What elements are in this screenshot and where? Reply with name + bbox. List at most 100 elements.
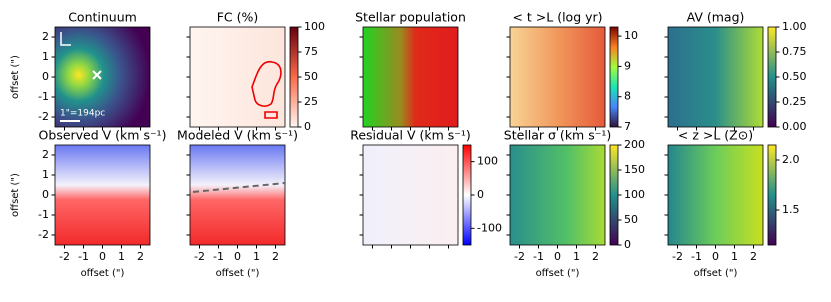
colorbar <box>767 26 777 128</box>
x-tick-label: 2 <box>750 250 757 263</box>
colorbar-tick-label: 150 <box>624 163 645 176</box>
x-tick-label: 0 <box>712 250 719 263</box>
colorbar-tick-label: 100 <box>304 20 325 33</box>
x-tick-label: -1 <box>78 250 89 263</box>
colorbar-tick-label: 8 <box>624 90 631 103</box>
y-tick-label: 0 <box>42 70 49 83</box>
panel: Stellar population <box>355 10 466 131</box>
x-tick-label: 1 <box>118 250 125 263</box>
x-tick-label: -2 <box>194 250 205 263</box>
y-axis-label: offset (") <box>10 173 21 217</box>
colorbar-tick-label: 75 <box>304 45 318 58</box>
x-tick-label: 0 <box>99 250 106 263</box>
panel-title: Modeled V (km s⁻¹) <box>177 128 298 143</box>
panel: Continuum -2 -1 0 1 2 offset (") 1"=194pc <box>10 10 151 131</box>
y-tick-label: 1 <box>42 50 49 63</box>
colorbar-tick-label: 100 <box>624 188 645 201</box>
colorbar-tick-label: 0.50 <box>782 70 807 83</box>
colorbar-tick-label: 0 <box>477 188 484 201</box>
colorbar <box>767 144 777 246</box>
colorbar-tick-label: 1.5 <box>782 203 800 216</box>
kinematic-axis <box>192 182 286 193</box>
y-tick-label: 2 <box>42 148 49 161</box>
colorbar-tick-label: 7 <box>624 120 631 133</box>
y-tick-label: 0 <box>42 188 49 201</box>
compass <box>60 32 71 46</box>
y-tick-label: -1 <box>38 208 49 221</box>
colorbar <box>609 26 619 128</box>
colorbar <box>289 26 299 128</box>
colorbar-tick-label: 1.00 <box>782 20 807 33</box>
y-tick-label: 2 <box>42 30 49 43</box>
image <box>510 27 605 127</box>
x-tick-label: -1 <box>691 250 702 263</box>
panel-title: < z >L (Z⊙) <box>678 128 753 143</box>
panel-title: Stellar population <box>355 10 466 25</box>
panel: Modeled V (km s⁻¹) -2 -1 0 1 2 offset (") <box>177 128 298 280</box>
colorbar-tick-label: 0.00 <box>782 120 807 133</box>
panel-title: AV (mag) <box>687 10 745 25</box>
x-tick-label: 1 <box>253 250 260 263</box>
x-tick-label: -2 <box>59 250 70 263</box>
y-axis-label: offset (") <box>10 55 21 99</box>
panel: FC (%) 0 25 50 75 100 <box>186 10 325 133</box>
y-tick-label: -2 <box>38 110 49 123</box>
image <box>363 145 458 245</box>
x-tick-label: -1 <box>213 250 224 263</box>
image <box>668 145 763 245</box>
x-tick-label: -2 <box>514 250 525 263</box>
x-tick-label: 2 <box>592 250 599 263</box>
image <box>363 27 458 127</box>
panel: < t >L (log yr) 7 8 9 10 <box>506 10 638 133</box>
panel-title: Residual V (km s⁻¹) <box>350 128 471 143</box>
colorbar-tick-label: 0.25 <box>782 95 807 108</box>
x-tick-label: 0 <box>234 250 241 263</box>
colorbar-tick-label: 0 <box>624 238 631 251</box>
colorbar-tick-label: 50 <box>624 213 638 226</box>
colorbar-tick-label: -100 <box>477 221 502 234</box>
panel-title: Stellar σ (km s⁻¹) <box>504 128 611 143</box>
annotation: 1"=194pc <box>60 109 105 119</box>
colorbar-tick-label: 0 <box>304 120 311 133</box>
colorbar <box>609 144 619 246</box>
x-axis-label: offset (") <box>216 268 260 279</box>
x-tick-label: 2 <box>272 250 279 263</box>
x-tick-label: 2 <box>137 250 144 263</box>
image <box>190 145 285 245</box>
colorbar-tick-label: 25 <box>304 95 318 108</box>
x-tick-label: -1 <box>533 250 544 263</box>
colorbar-tick-label: 2.0 <box>782 153 800 166</box>
panel-title: Observed V (km s⁻¹) <box>39 128 167 143</box>
x-axis-label: offset (") <box>81 268 125 279</box>
image <box>510 145 605 245</box>
image <box>55 27 150 127</box>
colorbar-tick-label: 9 <box>624 59 631 72</box>
y-tick-label: 1 <box>42 168 49 181</box>
colorbar-tick-label: 200 <box>624 138 645 151</box>
image <box>190 27 285 127</box>
panel: AV (mag) 0.00 0.25 0.50 0.75 1.00 <box>664 10 807 133</box>
colorbar-tick-label: 100 <box>477 155 498 168</box>
x-axis-label: offset (") <box>694 268 738 279</box>
x-tick-label: 0 <box>554 250 561 263</box>
image <box>668 27 763 127</box>
fc-contour <box>251 61 282 119</box>
image <box>55 145 150 245</box>
colorbar-tick-label: 0.75 <box>782 45 807 58</box>
x-axis-label: offset (") <box>536 268 580 279</box>
x-tick-label: 1 <box>573 250 580 263</box>
panel-title: < t >L (log yr) <box>512 10 602 25</box>
panel-title: FC (%) <box>217 10 259 25</box>
x-tick-label: 1 <box>731 250 738 263</box>
colorbar-tick-label: 50 <box>304 70 318 83</box>
panel-title: Continuum <box>68 10 137 25</box>
y-tick-label: -1 <box>38 90 49 103</box>
center-marker <box>92 70 102 80</box>
x-tick-label: -2 <box>672 250 683 263</box>
panel: Observed V (km s⁻¹)-2 -1 0 1 2-2-1012offset … <box>10 128 166 280</box>
panel: Residual V (km s⁻¹) -100 0 100 <box>350 128 502 249</box>
colorbar <box>462 144 472 246</box>
panel: < z >L (Z⊙) -2 -1 0 1 2 offset (") 1.5 2.0 <box>664 128 800 279</box>
